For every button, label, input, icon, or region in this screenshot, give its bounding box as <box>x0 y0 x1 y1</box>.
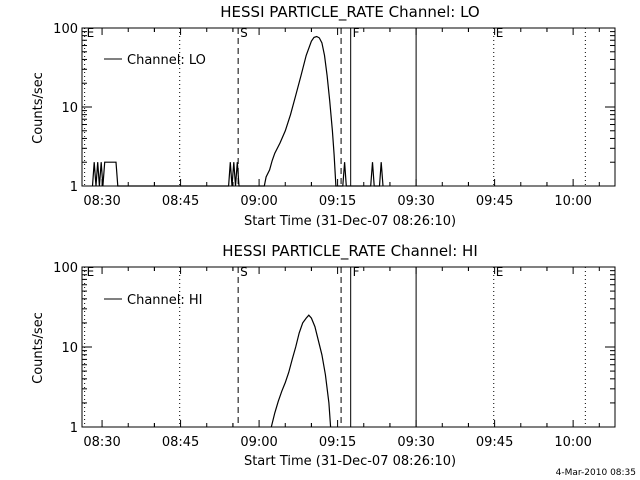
hi-legend-label: Channel: HI <box>127 293 203 308</box>
hi-y-tick-label: 100 <box>53 261 78 276</box>
lo-y-tick-label: 1 <box>70 180 78 195</box>
lo-y-tick-label: 10 <box>61 101 78 116</box>
lo-series-line <box>91 35 384 187</box>
hi-channel-panel: HESSI PARTICLE_RATE Channel: HI E S F E 08:3… <box>31 242 616 469</box>
hi-chart-title: HESSI PARTICLE_RATE Channel: HI <box>222 242 478 261</box>
lo-chart-title: HESSI PARTICLE_RATE Channel: LO <box>220 3 479 22</box>
lo-x-axis-label: Start Time (31-Dec-07 08:26:10) <box>244 214 456 229</box>
lo-x-tick-label: 09:45 <box>476 194 513 209</box>
lo-x-tick-label: 09:30 <box>397 194 434 209</box>
lo-marker-label: E <box>87 26 95 40</box>
hi-y-tick-label: 10 <box>61 341 78 356</box>
hi-plot-content: E S F E 08:30 08:45 09:00 09:15 09:30 09:45 10:00 1… <box>53 261 616 450</box>
hi-marker-label: S <box>240 265 248 279</box>
lo-channel-panel: HESSI PARTICLE_RATE Channel: LO E S F E 08:3… <box>31 3 616 229</box>
lo-marker-label: E <box>496 26 504 40</box>
lo-plot-frame <box>81 27 616 187</box>
lo-legend: Channel: LO <box>104 53 206 68</box>
hi-series-line <box>270 314 332 428</box>
lo-marker-label: F <box>353 26 360 40</box>
hi-y-tick-label: 1 <box>70 421 78 436</box>
lo-marker-label: S <box>240 26 248 40</box>
lo-x-tick-label: 09:00 <box>240 194 277 209</box>
hi-marker-label: E <box>496 265 504 279</box>
lo-legend-label: Channel: LO <box>127 53 206 68</box>
lo-y-tick-label: 100 <box>53 22 78 37</box>
hi-legend: Channel: HI <box>104 293 203 308</box>
hi-x-tick-label: 08:45 <box>162 435 199 450</box>
footer-date: 4-Mar-2010 08:35 <box>556 468 636 478</box>
lo-x-tick-label: 10:00 <box>554 194 591 209</box>
hi-marker-label: E <box>87 265 95 279</box>
lo-x-tick-label: 09:15 <box>319 194 356 209</box>
lo-plot-content: E S F E 08:30 08:45 09:00 09:15 09:30 09:45 10:00 1… <box>53 22 616 209</box>
hi-x-tick-label: 09:15 <box>319 435 356 450</box>
hi-y-axis-label: Counts/sec <box>31 312 46 384</box>
hi-x-tick-label: 10:00 <box>554 435 591 450</box>
hi-x-tick-label: 08:30 <box>83 435 120 450</box>
hi-x-axis-label: Start Time (31-Dec-07 08:26:10) <box>244 454 456 469</box>
lo-x-tick-label: 08:45 <box>162 194 199 209</box>
hi-x-tick-label: 09:45 <box>476 435 513 450</box>
hi-x-tick-label: 09:30 <box>397 435 434 450</box>
hi-x-tick-label: 09:00 <box>240 435 277 450</box>
hi-plot-frame <box>81 266 616 428</box>
lo-y-axis-label: Counts/sec <box>31 72 46 144</box>
lo-x-tick-label: 08:30 <box>83 194 120 209</box>
hi-marker-label: F <box>353 265 360 279</box>
